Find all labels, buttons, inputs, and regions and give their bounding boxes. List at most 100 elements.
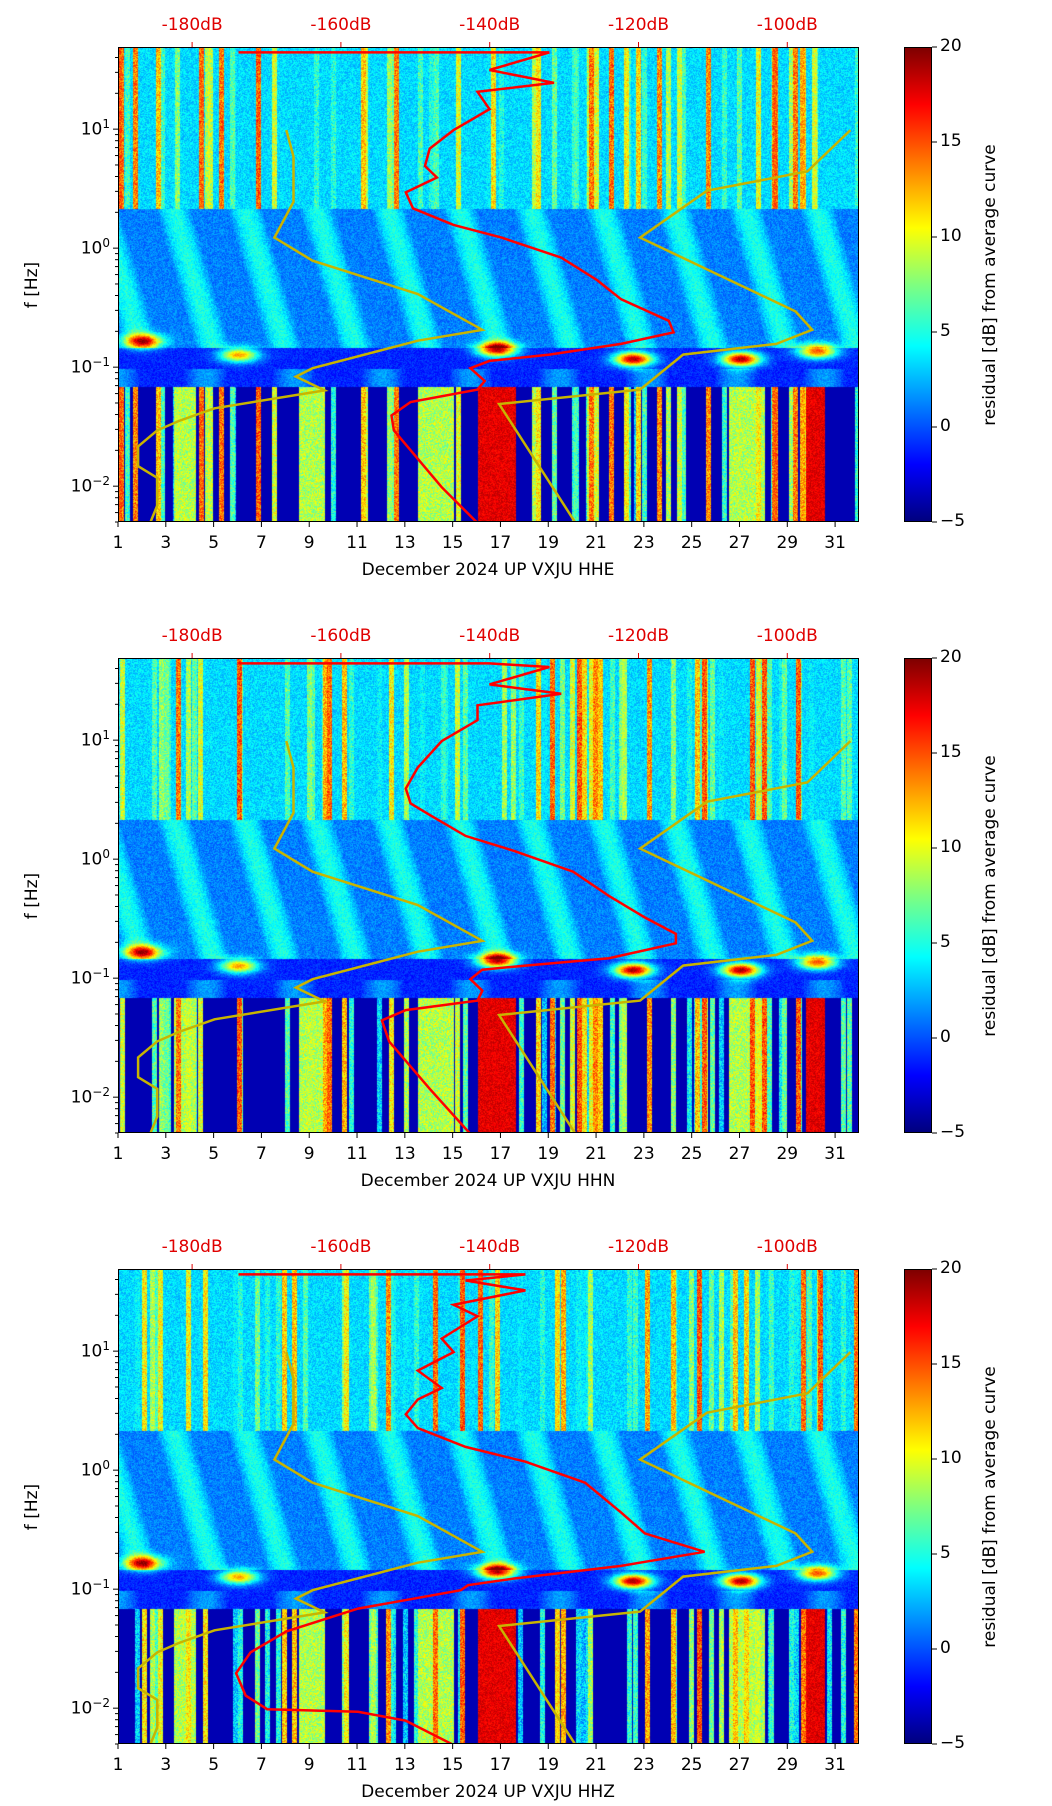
db-tick-label: -160dB bbox=[310, 15, 372, 35]
colorbar-tick-label: 10 bbox=[940, 837, 962, 857]
spectrogram-image bbox=[119, 659, 858, 1132]
x-tick-label: 9 bbox=[303, 1755, 315, 1775]
colorbar-tick-label: 15 bbox=[940, 742, 962, 762]
x-tick-label: 5 bbox=[208, 1755, 220, 1775]
yellow-curve-2 bbox=[496, 129, 852, 521]
spectrogram-panel: December 2024 UP VXJU HHE f [Hz] residua… bbox=[0, 0, 1052, 611]
y-tick-exponent: −1 bbox=[92, 966, 110, 981]
axis-ticks bbox=[113, 42, 937, 527]
x-tick-label: 21 bbox=[585, 1144, 607, 1164]
x-tick-label: 31 bbox=[824, 1755, 846, 1775]
x-tick-label: 17 bbox=[489, 533, 512, 553]
yellow-curve-2 bbox=[496, 740, 852, 1132]
db-tick-label: -140dB bbox=[459, 626, 521, 646]
y-axis-label: f [Hz] bbox=[22, 261, 42, 309]
x-tick-label: 15 bbox=[441, 1755, 464, 1775]
db-tick-label: -140dB bbox=[459, 1237, 521, 1257]
colorbar-label: residual [dB] from average curve bbox=[980, 755, 1000, 1037]
x-tick-label: 23 bbox=[633, 1755, 655, 1775]
x-tick-label: 25 bbox=[680, 533, 703, 553]
x-tick-label: 19 bbox=[537, 533, 560, 553]
y-tick-exponent: −2 bbox=[92, 474, 110, 489]
x-tick-label: 29 bbox=[776, 1755, 799, 1775]
axis-ticks bbox=[113, 653, 937, 1138]
y-tick-label: 100 bbox=[50, 847, 110, 870]
red-psd-curve bbox=[234, 1273, 705, 1743]
y-tick-exponent: 1 bbox=[102, 117, 110, 132]
y-tick-label: 10−1 bbox=[50, 355, 110, 378]
x-tick-label: 19 bbox=[537, 1144, 560, 1164]
plot-area bbox=[118, 47, 859, 522]
x-tick-label: 23 bbox=[633, 1144, 655, 1164]
y-axis-label: f [Hz] bbox=[22, 1483, 42, 1531]
x-tick-label: 13 bbox=[394, 1755, 416, 1775]
colorbar-tick-label: 5 bbox=[940, 932, 951, 952]
x-tick-label: 25 bbox=[680, 1144, 703, 1164]
x-tick-label: 19 bbox=[537, 1755, 560, 1775]
y-tick-base: 10 bbox=[70, 1579, 93, 1600]
y-axis-label: f [Hz] bbox=[22, 872, 42, 920]
x-tick-label: 5 bbox=[208, 1144, 220, 1164]
x-tick-label: 7 bbox=[255, 1144, 267, 1164]
colorbar bbox=[904, 658, 932, 1133]
y-tick-base: 10 bbox=[80, 1460, 103, 1481]
colorbar-tick-label: 0 bbox=[940, 416, 951, 436]
x-tick-label: 27 bbox=[728, 1755, 751, 1775]
colorbar-tick-label: 0 bbox=[940, 1027, 951, 1047]
y-tick-label: 100 bbox=[50, 1458, 110, 1481]
colorbar-tick-label: −5 bbox=[940, 511, 966, 531]
x-tick-label: 31 bbox=[824, 1144, 846, 1164]
spectrogram-panel: December 2024 UP VXJU HHN f [Hz] residua… bbox=[0, 611, 1052, 1222]
y-tick-exponent: 1 bbox=[102, 1339, 110, 1354]
spectrogram-panel: December 2024 UP VXJU HHZ f [Hz] residua… bbox=[0, 1222, 1052, 1806]
db-tick-label: -140dB bbox=[459, 15, 521, 35]
x-tick-label: 27 bbox=[728, 1144, 751, 1164]
y-tick-exponent: −1 bbox=[92, 355, 110, 370]
y-tick-base: 10 bbox=[70, 476, 93, 497]
x-tick-label: 17 bbox=[489, 1755, 512, 1775]
db-tick-label: -120dB bbox=[607, 15, 670, 35]
db-tick-label: -120dB bbox=[607, 626, 670, 646]
x-tick-label: 31 bbox=[824, 533, 846, 553]
x-tick-label: 13 bbox=[394, 533, 416, 553]
x-tick-label: 15 bbox=[441, 533, 464, 553]
colorbar-tick-label: 15 bbox=[940, 1353, 962, 1373]
x-axis-label: December 2024 UP VXJU HHZ bbox=[361, 1782, 615, 1802]
db-tick-label: -160dB bbox=[310, 626, 372, 646]
y-tick-label: 10−2 bbox=[50, 474, 110, 497]
x-tick-label: 5 bbox=[208, 533, 220, 553]
y-tick-base: 10 bbox=[70, 357, 93, 378]
x-tick-label: 1 bbox=[112, 1144, 124, 1164]
x-tick-label: 7 bbox=[255, 533, 267, 553]
y-tick-base: 10 bbox=[70, 1087, 93, 1108]
x-tick-label: 29 bbox=[776, 1144, 799, 1164]
colorbar-tick-label: 10 bbox=[940, 1448, 962, 1468]
db-tick-label: -180dB bbox=[161, 15, 223, 35]
colorbar-tick-label: 20 bbox=[940, 1258, 962, 1278]
y-tick-base: 10 bbox=[80, 730, 103, 751]
x-tick-label: 27 bbox=[728, 533, 751, 553]
y-tick-label: 10−2 bbox=[50, 1085, 110, 1108]
y-tick-base: 10 bbox=[80, 238, 103, 259]
x-tick-label: 9 bbox=[303, 1144, 315, 1164]
colorbar bbox=[904, 47, 932, 522]
x-axis-label: December 2024 UP VXJU HHN bbox=[360, 1171, 616, 1191]
db-tick-label: -100dB bbox=[756, 1237, 818, 1257]
x-tick-label: 3 bbox=[160, 533, 172, 553]
y-tick-exponent: −2 bbox=[92, 1696, 110, 1711]
plot-area bbox=[118, 1269, 859, 1744]
x-tick-label: 21 bbox=[585, 1755, 607, 1775]
x-tick-label: 23 bbox=[633, 533, 655, 553]
red-psd-curve bbox=[238, 51, 676, 521]
y-tick-exponent: 0 bbox=[102, 236, 110, 251]
colorbar-tick-label: 5 bbox=[940, 1543, 951, 1563]
yellow-curve-1 bbox=[136, 740, 487, 1132]
db-tick-label: -100dB bbox=[756, 15, 818, 35]
y-tick-label: 101 bbox=[50, 1339, 110, 1362]
x-tick-label: 21 bbox=[585, 533, 607, 553]
y-tick-exponent: 0 bbox=[102, 1458, 110, 1473]
red-psd-curve bbox=[238, 662, 678, 1132]
y-tick-label: 100 bbox=[50, 236, 110, 259]
y-tick-exponent: 1 bbox=[102, 728, 110, 743]
